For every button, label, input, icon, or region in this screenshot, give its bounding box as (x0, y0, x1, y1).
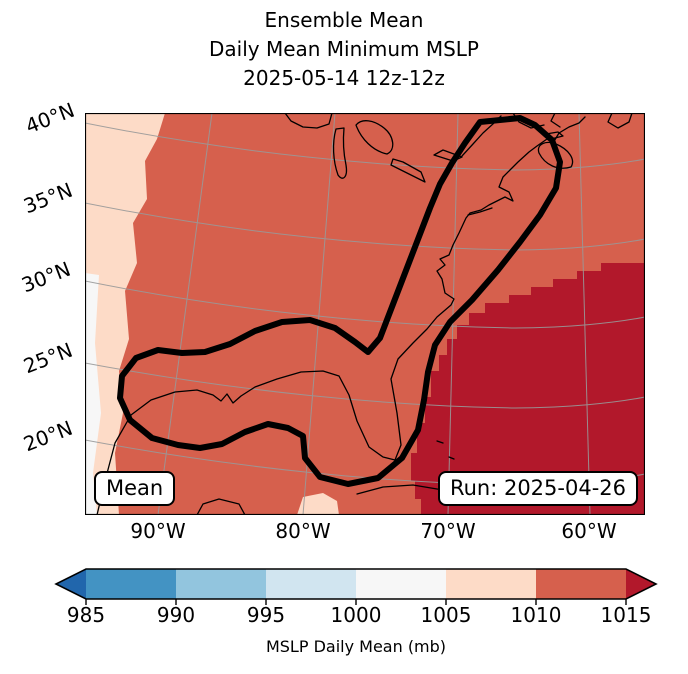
colorbar-ticks (85, 599, 627, 605)
title-line-2: Daily Mean Minimum MSLP (208, 37, 479, 61)
lat-label-30n: 30°N (18, 256, 74, 298)
yucatan-coast (196, 498, 246, 515)
coastline-long-island (467, 207, 493, 216)
field-1005-1010 (85, 113, 165, 515)
figure-title: Ensemble Mean Daily Mean Minimum MSLP 20… (0, 6, 688, 93)
threshold-contour (117, 115, 563, 487)
field-gt-1015 (411, 263, 645, 515)
cb-tick-1015: 1015 (600, 603, 652, 627)
lake-michigan (332, 127, 348, 179)
title-line-1: Ensemble Mean (264, 8, 424, 32)
meridian-90w (157, 113, 213, 515)
lake-ontario (433, 149, 463, 162)
parallel-35n (85, 202, 645, 251)
colorbar-bin-995-1000 (266, 569, 356, 599)
field-1000-1005 (85, 273, 101, 515)
bahamas (436, 440, 455, 460)
colorbar-bin-990-995 (176, 569, 266, 599)
lat-label-35n: 35°N (20, 177, 76, 219)
statistic-badge: Mean (94, 471, 176, 506)
colorbar-bin-1005-1010 (446, 569, 536, 599)
cb-tick-1010: 1010 (510, 603, 562, 627)
cb-tick-985: 985 (66, 603, 106, 627)
meridian-60w (578, 113, 591, 515)
lake-superior (284, 113, 333, 129)
meridian-70w (447, 113, 459, 515)
coastline-mainland (96, 116, 586, 515)
parallel-25n (85, 362, 645, 409)
map-axes: Mean Run: 2025-04-26 (85, 113, 645, 515)
lon-label-90w: 90°W (130, 519, 186, 543)
cb-tick-990: 990 (156, 603, 196, 627)
colorbar-bin-985-990 (86, 569, 176, 599)
colorbar-bin-1010-1015 (536, 569, 626, 599)
colorbar-extend-high (626, 569, 656, 599)
colorbar (54, 568, 658, 605)
lat-label-20n: 20°N (20, 415, 76, 457)
lon-label-80w: 80°W (275, 519, 331, 543)
nova-scotia (537, 141, 574, 169)
lon-label-60w: 60°W (561, 519, 617, 543)
field-1005-1010-notch (297, 493, 339, 515)
map-canvas (85, 113, 645, 515)
lon-label-70w: 70°W (420, 519, 476, 543)
cb-tick-1000: 1000 (330, 603, 382, 627)
colorbar-axis-label: MSLP Daily Mean (mb) (265, 637, 447, 656)
newfoundland-corner (607, 113, 633, 129)
lake-huron (355, 120, 394, 155)
cb-tick-995: 995 (246, 603, 286, 627)
lat-label-25n: 25°N (20, 337, 76, 379)
colorbar-bin-1000-1005 (356, 569, 446, 599)
lat-label-40n: 40°N (22, 97, 78, 139)
run-date-badge: Run: 2025-04-26 (437, 471, 638, 506)
cb-tick-1005: 1005 (420, 603, 472, 627)
map-frame (85, 113, 645, 515)
colorbar-extend-low (56, 569, 86, 599)
title-line-3: 2025-05-14 12z-12z (243, 66, 445, 90)
coastlines (96, 113, 633, 515)
meridian-80w (302, 113, 336, 515)
lake-erie (390, 158, 426, 183)
